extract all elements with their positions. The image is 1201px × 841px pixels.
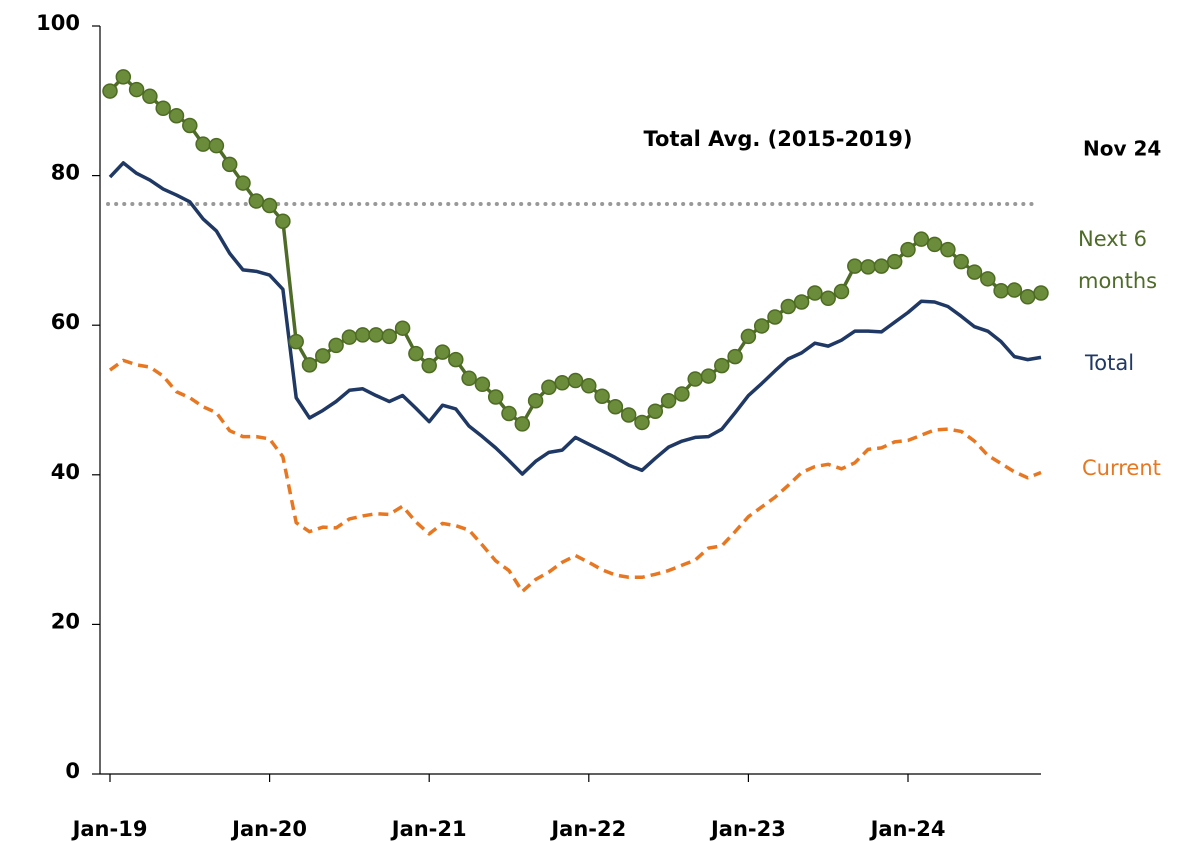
marker: [128, 81, 145, 98]
marker: [1006, 282, 1023, 298]
marker: [221, 156, 238, 173]
marker: [261, 197, 278, 214]
marker: [1033, 285, 1049, 301]
y-tick-label: 40: [51, 460, 80, 484]
marker: [873, 258, 890, 274]
x-tick-label: Jan-19: [71, 817, 148, 841]
marker: [315, 348, 331, 364]
marker: [740, 328, 757, 345]
marker: [115, 69, 132, 85]
marker: [620, 407, 637, 423]
marker: [394, 320, 411, 336]
marker: [753, 318, 770, 334]
marker: [368, 327, 384, 343]
marker: [980, 271, 996, 287]
marker: [208, 137, 225, 154]
marker: [847, 258, 863, 274]
y-tick-label: 100: [36, 11, 80, 35]
x-tick-label: Jan-22: [549, 817, 626, 841]
marker: [155, 100, 171, 117]
marker: [288, 333, 304, 350]
marker: [487, 389, 504, 405]
x-tick-label: Jan-24: [869, 817, 946, 841]
series-line: [108, 358, 1042, 594]
marker: [474, 376, 491, 393]
marker: [235, 175, 251, 191]
marker: [341, 329, 358, 345]
marker: [448, 351, 464, 368]
annotation: Nov 24: [1083, 137, 1161, 161]
marker: [567, 372, 584, 389]
marker: [940, 241, 956, 258]
marker: [634, 414, 650, 431]
marker: [780, 298, 797, 315]
marker: [793, 294, 810, 310]
marker: [275, 213, 291, 229]
marker: [820, 290, 836, 307]
marker: [714, 357, 730, 374]
marker: [594, 388, 610, 405]
marker: [700, 368, 717, 384]
marker: [248, 193, 265, 209]
marker: [687, 371, 703, 387]
marker: [860, 259, 876, 275]
marker: [527, 392, 544, 409]
marker: [660, 392, 677, 409]
marker: [926, 236, 943, 253]
series-label: Current: [1082, 456, 1161, 480]
marker: [195, 136, 211, 152]
marker: [913, 231, 930, 247]
x-tick-label: Jan-21: [390, 817, 467, 841]
marker: [328, 337, 344, 354]
marker: [182, 117, 198, 134]
marker: [541, 379, 557, 396]
marker: [900, 241, 916, 258]
reference-label: Total Avg. (2015-2019): [643, 127, 912, 151]
y-tick-label: 60: [51, 310, 80, 334]
marker: [953, 253, 969, 270]
y-tick-label: 0: [65, 759, 80, 783]
marker: [966, 264, 983, 280]
marker: [102, 83, 118, 99]
x-tick-label: Jan-20: [230, 817, 307, 841]
y-tick-label: 80: [51, 161, 80, 185]
marker: [674, 386, 690, 402]
x-tick-label: Jan-23: [709, 817, 786, 841]
marker: [434, 344, 451, 360]
marker: [514, 416, 531, 432]
marker: [886, 253, 903, 270]
marker: [354, 327, 371, 343]
marker: [381, 328, 398, 345]
series-label: Next 6 months: [1078, 227, 1158, 293]
marker: [421, 357, 437, 374]
marker: [833, 283, 850, 300]
marker: [727, 348, 743, 365]
marker: [767, 309, 783, 325]
marker: [1019, 289, 1036, 305]
marker: [647, 403, 664, 419]
marker: [807, 285, 823, 301]
marker: [607, 398, 624, 415]
marker: [501, 405, 517, 422]
y-tick-label: 20: [51, 609, 80, 633]
marker: [142, 88, 158, 105]
marker: [993, 283, 1009, 299]
series-label: Total: [1085, 351, 1135, 375]
marker: [408, 345, 424, 362]
marker: [301, 357, 318, 373]
marker: [554, 375, 570, 391]
series-line: [108, 161, 1042, 476]
marker: [461, 370, 477, 387]
marker: [168, 108, 185, 124]
marker: [581, 378, 597, 394]
